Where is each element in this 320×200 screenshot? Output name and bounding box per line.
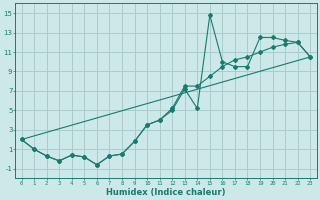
X-axis label: Humidex (Indice chaleur): Humidex (Indice chaleur): [106, 188, 226, 197]
